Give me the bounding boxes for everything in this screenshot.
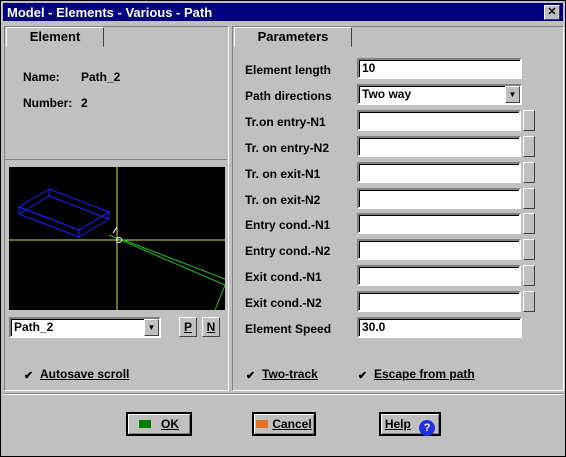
param-browse-button[interactable]	[523, 265, 535, 286]
param-input[interactable]	[357, 136, 521, 157]
path-track	[108, 234, 225, 310]
param-browse-button[interactable]	[523, 110, 535, 131]
param-input[interactable]: 10	[357, 58, 522, 79]
param-label: Tr. on exit-N1	[245, 167, 321, 181]
check-icon: ✔	[245, 370, 256, 382]
name-value: Path_2	[81, 70, 121, 84]
node-marker	[112, 226, 122, 243]
param-browse-button[interactable]	[523, 136, 535, 157]
element-panel	[4, 26, 229, 391]
param-input[interactable]	[357, 188, 521, 209]
param-browse-button[interactable]	[523, 188, 535, 209]
chevron-down-icon: ▼	[147, 323, 156, 332]
preview-divider	[4, 159, 227, 160]
two-track-checkbox[interactable]: ✔ Two-track	[245, 367, 318, 382]
button-separator	[3, 393, 563, 395]
name-label: Name:	[23, 70, 60, 84]
help-button[interactable]: Help ?	[379, 412, 441, 436]
param-label: Exit cond.-N1	[245, 270, 322, 284]
check-icon: ✔	[357, 370, 368, 382]
param-label: Entry cond.-N2	[245, 244, 331, 258]
escape-from-path-checkbox[interactable]: ✔ Escape from path	[357, 367, 475, 382]
param-label: Element length	[245, 63, 332, 77]
chevron-down-icon: ▼	[508, 90, 517, 99]
ok-flag-icon	[139, 420, 151, 428]
element-selector-arrow[interactable]: ▼	[144, 319, 159, 336]
param-label: Entry cond.-N1	[245, 218, 331, 232]
previous-button[interactable]: P	[179, 317, 197, 337]
param-input[interactable]	[357, 213, 521, 234]
param-label: Tr.on entry-N1	[245, 115, 326, 129]
help-label: Help	[384, 417, 411, 431]
cancel-label: Cancel	[272, 417, 312, 431]
param-input[interactable]	[357, 265, 521, 286]
window-title: Model - Elements - Various - Path	[7, 5, 213, 20]
number-label: Number:	[23, 96, 73, 110]
ok-button[interactable]: OK	[126, 412, 192, 436]
path-directions-arrow[interactable]: ▼	[505, 86, 520, 103]
param-label: Exit cond.-N2	[245, 296, 322, 310]
param-browse-button[interactable]	[523, 213, 535, 234]
escape-from-path-label: Escape from path	[374, 367, 475, 381]
param-label: Path directions	[245, 89, 332, 103]
param-input[interactable]	[357, 110, 521, 131]
close-icon: ✕	[547, 6, 557, 18]
close-button[interactable]: ✕	[544, 5, 560, 20]
param-input[interactable]	[357, 162, 521, 183]
element-tab-header: Element	[6, 27, 104, 47]
param-browse-button[interactable]	[523, 162, 535, 183]
cancel-button[interactable]: Cancel	[252, 412, 316, 436]
number-value: 2	[81, 96, 88, 110]
param-label: Tr. on entry-N2	[245, 141, 330, 155]
autosave-checkbox[interactable]: ✔ Autosave scroll	[23, 367, 129, 382]
cancel-icon	[256, 420, 269, 428]
ok-label: OK	[161, 417, 179, 431]
box-shape	[17, 188, 111, 238]
element-selector-value: Path_2	[14, 320, 54, 334]
check-icon: ✔	[23, 370, 34, 382]
autosave-label: Autosave scroll	[40, 367, 130, 381]
next-button[interactable]: N	[202, 317, 220, 337]
param-browse-button[interactable]	[523, 291, 535, 312]
param-label: Tr. on exit-N2	[245, 193, 321, 207]
path-directions-value: Two way	[362, 87, 412, 101]
param-input[interactable]: 30.0	[357, 317, 522, 338]
parameters-tab-header: Parameters	[234, 27, 352, 47]
param-browse-button[interactable]	[523, 239, 535, 260]
two-track-label: Two-track	[262, 367, 318, 381]
title-bar[interactable]: Model - Elements - Various - Path ✕	[3, 3, 563, 21]
parameters-panel	[232, 26, 564, 391]
param-label: Element Speed	[245, 322, 332, 336]
param-input[interactable]	[357, 291, 521, 312]
path-directions-combo[interactable]: Two way ▼	[357, 84, 522, 105]
help-icon: ?	[419, 420, 436, 436]
path-preview-canvas[interactable]	[9, 167, 225, 310]
element-selector-combo[interactable]: Path_2 ▼	[9, 317, 161, 338]
param-input[interactable]	[357, 239, 521, 260]
